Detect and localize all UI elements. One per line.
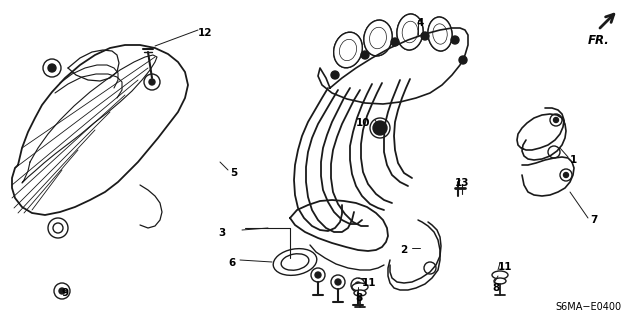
Circle shape: [459, 56, 467, 64]
Ellipse shape: [397, 14, 423, 50]
Circle shape: [361, 51, 369, 59]
Text: 1: 1: [570, 155, 577, 165]
Ellipse shape: [428, 17, 452, 51]
Ellipse shape: [333, 32, 362, 68]
Ellipse shape: [339, 39, 356, 61]
Text: 11: 11: [498, 262, 513, 272]
Text: 10: 10: [355, 118, 370, 128]
Text: 11: 11: [362, 278, 376, 288]
Text: 8: 8: [492, 283, 499, 293]
Circle shape: [391, 38, 399, 46]
Text: 4: 4: [416, 18, 424, 28]
Circle shape: [59, 288, 65, 294]
Circle shape: [563, 173, 568, 177]
Ellipse shape: [369, 27, 387, 49]
Ellipse shape: [397, 14, 423, 50]
Circle shape: [149, 79, 155, 85]
Circle shape: [373, 121, 387, 135]
Ellipse shape: [492, 271, 508, 279]
Text: 7: 7: [590, 215, 597, 225]
Ellipse shape: [273, 249, 317, 275]
Ellipse shape: [364, 20, 392, 56]
Circle shape: [421, 32, 429, 40]
Circle shape: [331, 71, 339, 79]
Ellipse shape: [281, 254, 309, 270]
Text: S6MA−E0400: S6MA−E0400: [555, 302, 621, 312]
Circle shape: [554, 117, 559, 122]
Ellipse shape: [433, 24, 447, 44]
Ellipse shape: [364, 20, 392, 56]
Text: 13: 13: [455, 178, 470, 188]
Text: 9: 9: [61, 288, 68, 298]
Text: 12: 12: [198, 28, 212, 38]
Ellipse shape: [428, 17, 452, 51]
Circle shape: [315, 272, 321, 278]
Ellipse shape: [354, 290, 366, 296]
Ellipse shape: [333, 32, 362, 68]
Ellipse shape: [352, 283, 368, 291]
Text: 2: 2: [400, 245, 407, 255]
Text: 3: 3: [218, 228, 225, 238]
Text: 5: 5: [230, 168, 237, 178]
Circle shape: [335, 279, 341, 285]
Circle shape: [48, 64, 56, 72]
Text: 6: 6: [228, 258, 236, 268]
Circle shape: [355, 282, 361, 288]
Ellipse shape: [402, 21, 418, 43]
Text: FR.: FR.: [588, 34, 610, 47]
Circle shape: [451, 36, 459, 44]
Text: 8: 8: [355, 293, 362, 303]
Ellipse shape: [494, 278, 506, 284]
